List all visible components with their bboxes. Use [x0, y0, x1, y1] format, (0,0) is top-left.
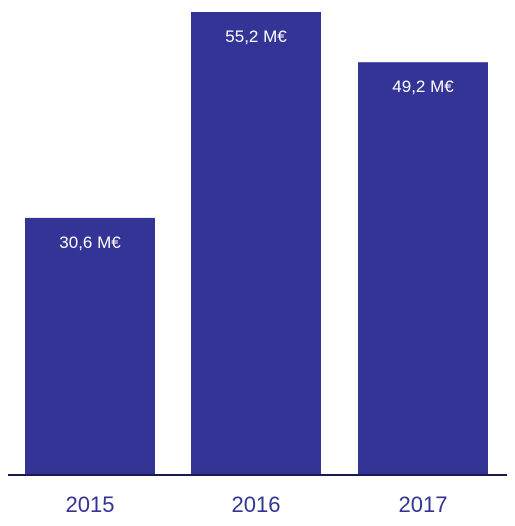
x-tick-label-2017: 2017 — [399, 492, 448, 517]
bar-value-label-2015: 30,6 M€ — [59, 233, 121, 252]
bar-value-label-2016: 55,2 M€ — [225, 27, 287, 46]
x-tick-label-2016: 2016 — [232, 492, 281, 517]
bar-value-label-2017: 49,2 M€ — [392, 77, 454, 96]
x-tick-labels-group: 2015 2016 2017 — [66, 492, 448, 517]
bar-labels-group: 30,6 M€ 55,2 M€ 49,2 M€ — [59, 27, 454, 252]
bar-2015 — [25, 217, 155, 475]
x-tick-label-2015: 2015 — [66, 492, 115, 517]
bar-2016 — [191, 12, 321, 474]
bar-2017 — [358, 62, 488, 474]
bars-group — [25, 12, 488, 475]
